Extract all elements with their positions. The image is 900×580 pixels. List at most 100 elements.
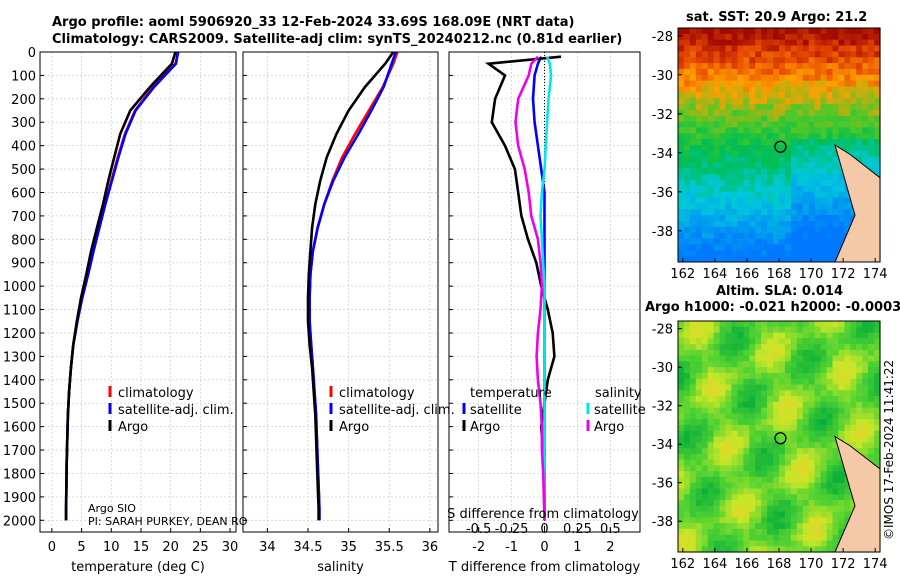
map-cell <box>749 115 756 123</box>
depth-tick-label-5: 500 <box>11 163 36 178</box>
map-cell <box>784 244 792 251</box>
map-cell <box>779 517 786 524</box>
map-cell <box>689 33 697 41</box>
map-cell <box>826 121 833 128</box>
map-cell <box>678 256 685 263</box>
map-cell <box>755 338 762 345</box>
map-cell <box>725 436 732 443</box>
map-cell <box>790 215 798 222</box>
map-cell <box>773 232 780 240</box>
map-cell <box>767 232 774 240</box>
map-cell <box>761 453 768 461</box>
map-cell <box>868 150 875 158</box>
map-cell <box>695 39 703 47</box>
map-cell <box>725 528 732 536</box>
map-cell <box>719 326 727 334</box>
map-cell <box>784 436 792 443</box>
map-cell <box>779 203 786 210</box>
map-cell <box>725 57 732 64</box>
map-cell <box>689 390 697 397</box>
x-tick-label-2-0: -2 <box>472 540 485 555</box>
map-cell <box>808 98 816 105</box>
map-cell <box>761 482 768 490</box>
map-cell <box>796 104 804 111</box>
map-cell <box>796 528 804 536</box>
map-cell <box>767 115 774 123</box>
map-cell <box>832 534 839 542</box>
map-cell <box>707 109 715 117</box>
map-cell <box>725 180 732 187</box>
map-cell <box>701 185 709 193</box>
map-cell <box>874 390 881 397</box>
map-cell <box>707 215 715 222</box>
map-cell <box>779 511 786 518</box>
map-cell <box>868 92 875 99</box>
map-cell <box>773 459 780 466</box>
map-cell <box>719 442 727 449</box>
map-cell <box>808 494 816 501</box>
map-cell <box>755 121 762 128</box>
map-cell <box>725 197 732 204</box>
map-cell <box>850 39 857 47</box>
map-cell <box>814 150 822 158</box>
map-cell <box>719 332 727 339</box>
map-cell <box>707 80 715 88</box>
map-cell <box>737 104 744 111</box>
map-cell <box>838 174 845 181</box>
map-cell <box>761 232 768 240</box>
map-cell <box>796 459 804 466</box>
map-cell <box>761 534 768 542</box>
map-cell <box>826 355 833 362</box>
map-cell <box>755 361 762 368</box>
map-cell <box>743 45 750 52</box>
map-cell <box>790 534 798 542</box>
map-cell <box>701 57 709 64</box>
map-cell <box>820 476 828 484</box>
map-cell <box>850 326 857 334</box>
map-cell <box>731 396 738 403</box>
map-cell <box>856 57 863 64</box>
map-cell <box>695 442 703 449</box>
map-cell <box>737 459 744 466</box>
map-cell <box>695 180 703 187</box>
map-cell <box>689 459 697 466</box>
map-cell <box>779 413 786 420</box>
map-cell <box>784 465 792 472</box>
map-cell <box>689 57 697 64</box>
map-cell <box>814 28 822 35</box>
map-cell <box>707 367 715 374</box>
map-cell <box>683 109 691 117</box>
map-cell <box>701 355 709 362</box>
map-cell <box>743 384 750 391</box>
map-cell <box>874 109 881 117</box>
map-cell <box>678 80 685 88</box>
map-cell <box>773 86 780 93</box>
map-cell <box>701 407 709 414</box>
map-cell <box>749 436 756 443</box>
map-cell <box>713 511 721 518</box>
map-cell <box>683 413 691 420</box>
map-cell <box>844 384 851 391</box>
map-cell <box>767 168 774 175</box>
map-cell <box>856 68 863 76</box>
map-cell <box>761 494 768 501</box>
map-cell <box>838 494 845 501</box>
map-cell <box>814 133 822 140</box>
map-cell <box>814 413 822 420</box>
map-cell <box>779 133 786 140</box>
map-cell <box>844 390 851 397</box>
map-cell <box>796 133 804 140</box>
map-cell <box>796 361 804 368</box>
map-cell <box>713 540 721 547</box>
map-cell <box>784 349 792 357</box>
map-cell <box>796 430 804 438</box>
map-cell <box>838 476 845 484</box>
map-cell <box>874 401 881 409</box>
map-cell <box>707 442 715 449</box>
profile-line-2-1 <box>484 55 562 521</box>
map-cell <box>731 168 738 175</box>
map-cell <box>796 115 804 123</box>
map-cell <box>695 150 703 158</box>
map-cell <box>826 256 833 263</box>
map-cell <box>707 221 715 228</box>
